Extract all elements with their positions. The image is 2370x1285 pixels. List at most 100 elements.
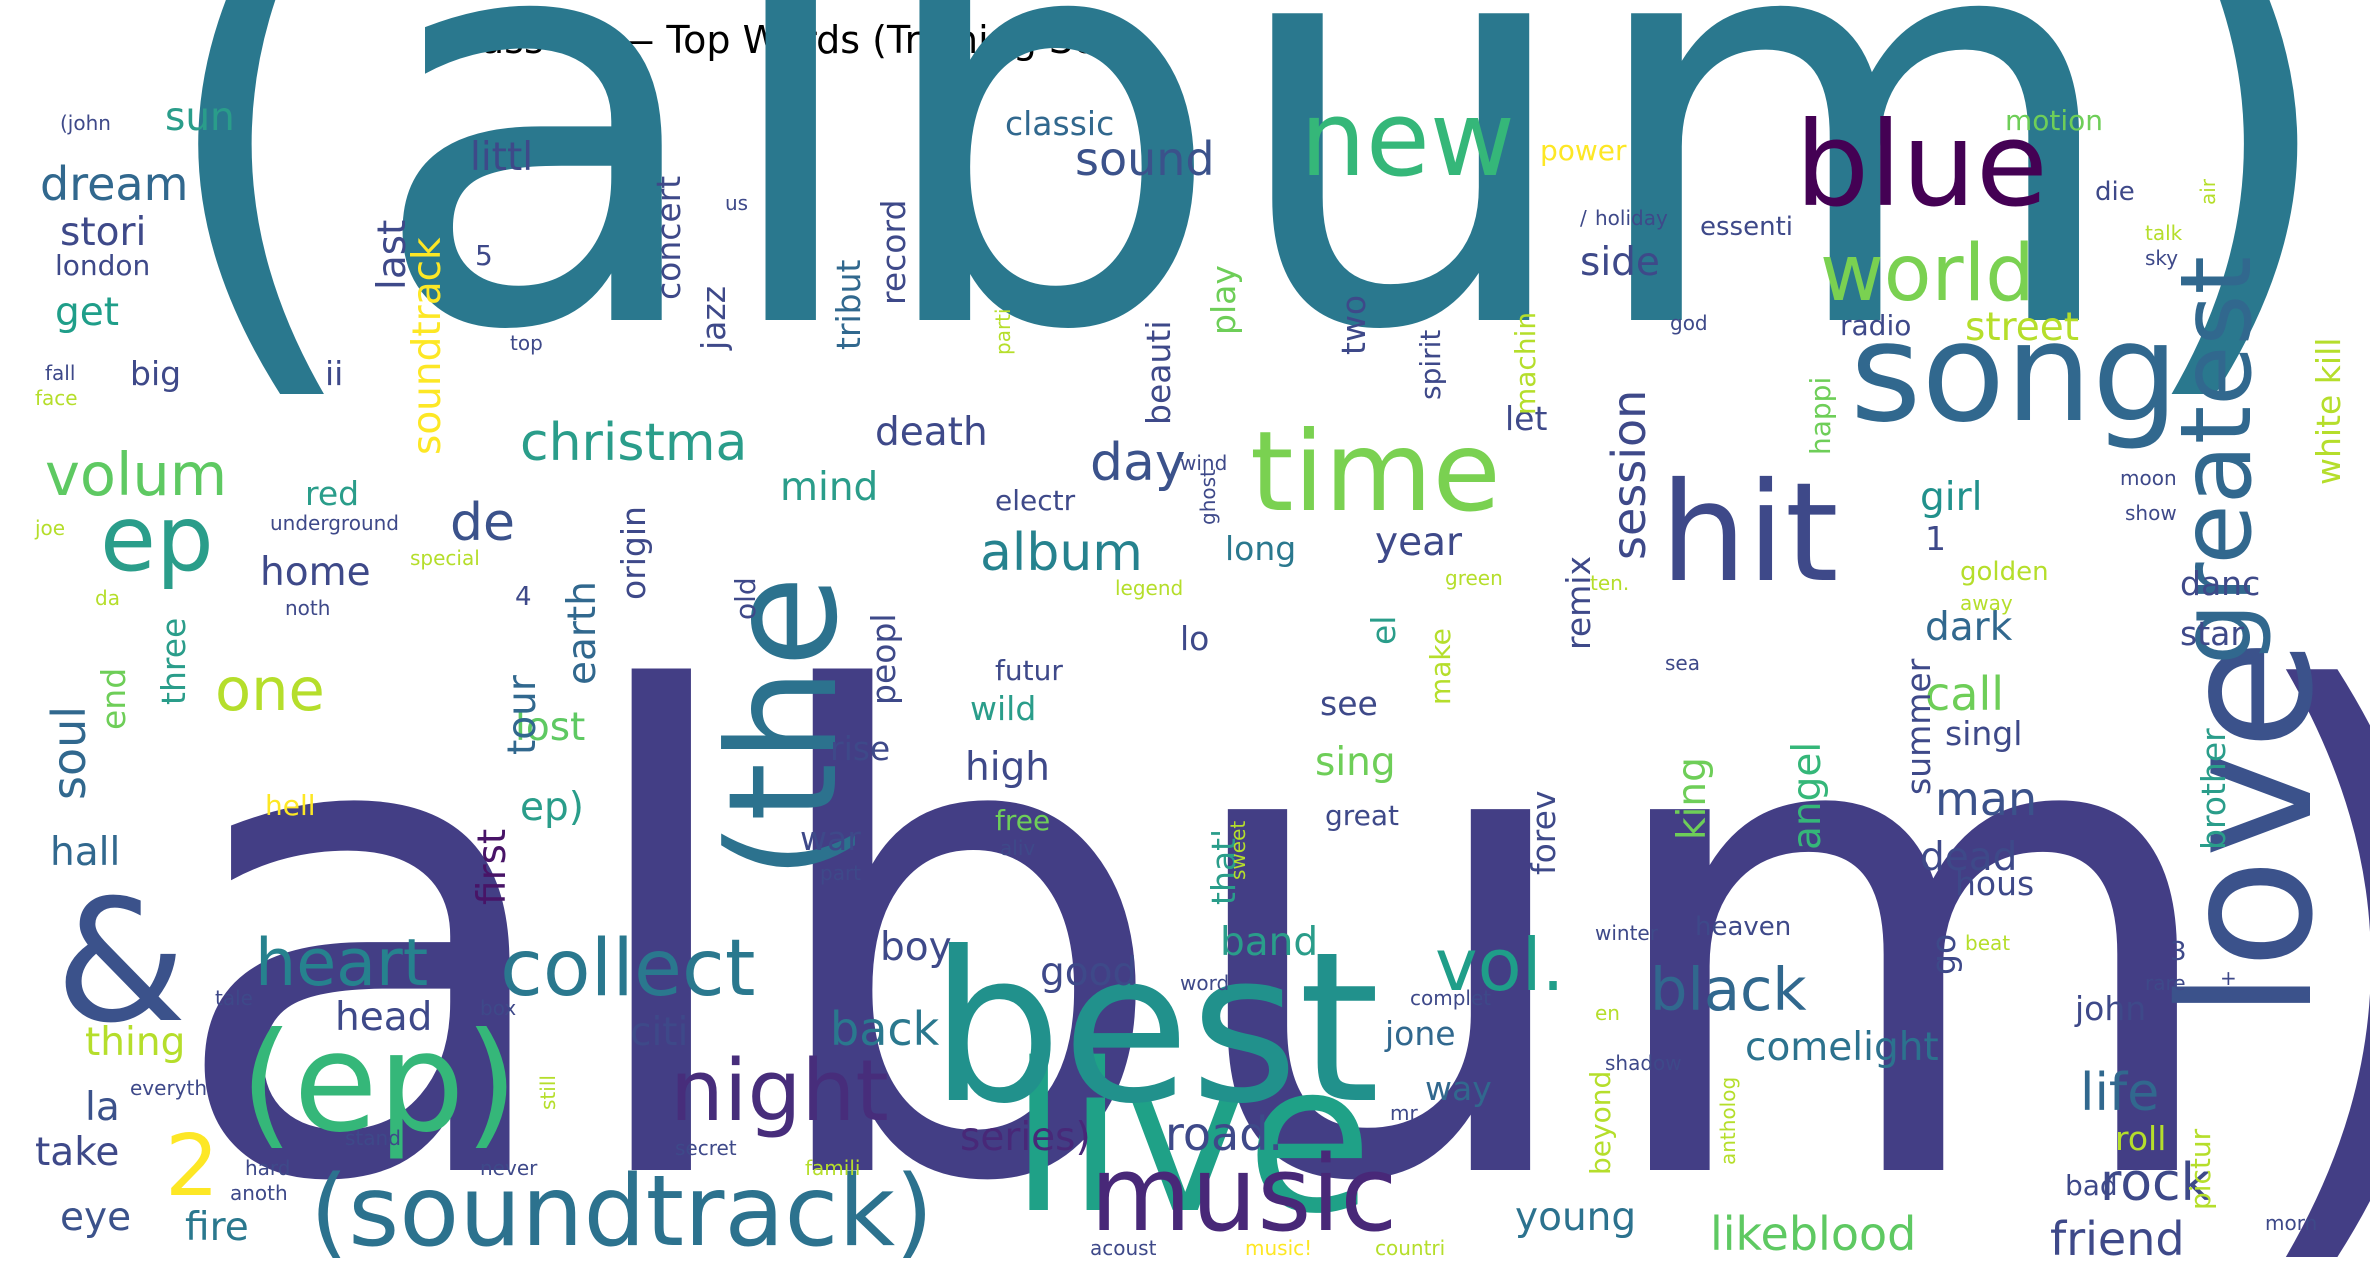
- word-57: citi: [630, 1010, 688, 1055]
- word-26: christma: [520, 413, 747, 473]
- word-138: hell: [265, 789, 316, 822]
- word-8: hit: [1660, 454, 1839, 613]
- word-33: sound: [1075, 132, 1215, 186]
- word-81: big: [130, 354, 181, 393]
- word-54: high: [965, 745, 1050, 790]
- word-121: golden: [1960, 557, 2049, 587]
- word-160: countri: [1375, 1236, 1445, 1260]
- word-41: session: [1602, 390, 1656, 560]
- word-93: three: [154, 618, 193, 705]
- word-156: never: [480, 1156, 538, 1180]
- word-83: jazz: [694, 286, 733, 351]
- word-105: rise: [830, 729, 890, 768]
- word-40: back: [830, 1002, 940, 1056]
- word-11: time: [1250, 408, 1501, 537]
- word-112: john: [2074, 989, 2146, 1028]
- word-127: happi: [1804, 377, 1837, 455]
- word-77: head: [335, 995, 432, 1040]
- word-154: hard: [245, 1156, 291, 1180]
- word-128: motion: [2005, 104, 2103, 137]
- word-165: rare: [2145, 971, 2186, 995]
- word-119: essenti: [1700, 212, 1793, 242]
- word-136: futur: [995, 654, 1063, 687]
- word-133: old: [729, 577, 762, 620]
- word-151: tale: [215, 986, 253, 1010]
- word-153: word: [1180, 971, 1229, 995]
- word-4: love: [2141, 638, 2353, 1020]
- word-73: take: [35, 1130, 119, 1175]
- word-183: top: [510, 331, 543, 355]
- word-42: good: [1040, 950, 1137, 995]
- word-25: black: [1650, 955, 1807, 1024]
- word-145: bad: [2065, 1169, 2118, 1202]
- word-50: sun: [165, 95, 235, 140]
- word-187: noth: [285, 596, 330, 620]
- word-82: red: [305, 474, 359, 513]
- word-53: littl: [470, 135, 533, 180]
- word-106: way: [1425, 1069, 1492, 1108]
- word-37: friend: [2050, 1212, 2185, 1266]
- word-76: la: [85, 1085, 120, 1130]
- word-46: comelight: [1745, 1025, 1939, 1070]
- word-19: collect: [500, 924, 755, 1014]
- word-166: +: [2220, 966, 2237, 990]
- word-44: young: [1515, 1195, 1636, 1240]
- word-79: last: [370, 220, 415, 290]
- word-10: blue: [1795, 96, 2048, 233]
- word-142: beyond: [1584, 1071, 1617, 1175]
- word-190: talk: [2145, 221, 2183, 245]
- word-34: soul: [42, 706, 96, 800]
- word-155: anoth: [230, 1181, 288, 1205]
- word-68: death: [875, 410, 988, 455]
- word-180: joe: [34, 516, 65, 540]
- word-141: show: [2125, 501, 2177, 525]
- word-188: holiday: [1595, 206, 1668, 230]
- word-126: radio: [1840, 309, 1911, 342]
- word-159: music!: [1245, 1236, 1312, 1260]
- word-109: danc: [2180, 564, 2260, 603]
- word-90: long: [1225, 529, 1296, 568]
- word-60: street: [1965, 305, 2079, 350]
- word-70: home: [260, 550, 371, 595]
- word-67: earth: [560, 581, 605, 685]
- word-189: god: [1670, 311, 1708, 335]
- word-13: music: [1090, 1133, 1397, 1255]
- word-178: underground: [270, 511, 399, 535]
- word-193: en: [1595, 1001, 1620, 1025]
- word-66: tour: [500, 674, 545, 755]
- word-130: electr: [995, 484, 1076, 517]
- word-43: year: [1375, 520, 1463, 565]
- word-47: ep): [520, 785, 584, 830]
- word-144: pictur: [2184, 1128, 2217, 1210]
- word-6: (the: [697, 575, 871, 880]
- word-120: die: [2095, 177, 2135, 207]
- word-3: best: [930, 908, 1380, 1150]
- word-49: series): [960, 1115, 1091, 1160]
- word-71: hall: [50, 830, 120, 875]
- word-175: aliv: [1000, 836, 1035, 860]
- word-117: go: [1924, 934, 1963, 975]
- word-63: angel: [1785, 742, 1830, 850]
- word-58: dark: [1925, 605, 2013, 650]
- word-194: away: [1960, 591, 2013, 615]
- word-152: box: [480, 996, 516, 1020]
- word-181: face: [35, 386, 78, 410]
- word-69: mind: [780, 465, 878, 510]
- word-186: da: [95, 586, 120, 610]
- word-158: still: [536, 1075, 560, 1110]
- word-125: 5: [475, 239, 493, 272]
- word-191: air: [2196, 178, 2220, 205]
- word-51: stori: [60, 210, 146, 255]
- word-184: (john: [60, 111, 111, 135]
- word-56: boy: [880, 925, 952, 970]
- word-110: singl: [1945, 714, 2022, 753]
- word-114: brother: [2194, 728, 2233, 850]
- word-87: beauti: [1139, 321, 1178, 426]
- word-74: eye: [60, 1195, 131, 1240]
- word-135: free: [995, 804, 1050, 837]
- word-149: stand: [345, 1126, 401, 1150]
- word-62: king: [1670, 757, 1715, 840]
- word-134: make: [1424, 628, 1457, 705]
- word-65: first: [470, 829, 515, 905]
- word-9: (ep): [240, 1004, 518, 1163]
